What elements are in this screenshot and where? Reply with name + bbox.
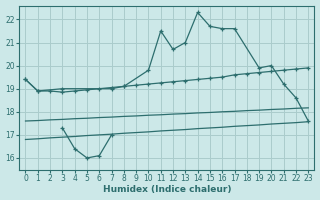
X-axis label: Humidex (Indice chaleur): Humidex (Indice chaleur) [103,185,231,194]
